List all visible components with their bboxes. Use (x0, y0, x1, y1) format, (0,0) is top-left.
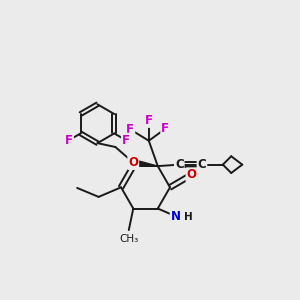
Text: N: N (171, 210, 181, 224)
Text: C: C (198, 158, 206, 171)
Text: C: C (175, 158, 184, 171)
Polygon shape (133, 160, 158, 166)
Text: O: O (128, 156, 138, 169)
Text: F: F (161, 122, 169, 135)
Text: F: F (65, 134, 73, 147)
Text: F: F (126, 123, 134, 136)
Text: F: F (122, 134, 130, 147)
Text: F: F (145, 114, 153, 127)
Text: H: H (184, 212, 193, 222)
Text: O: O (187, 168, 196, 181)
Text: CH₃: CH₃ (119, 234, 138, 244)
